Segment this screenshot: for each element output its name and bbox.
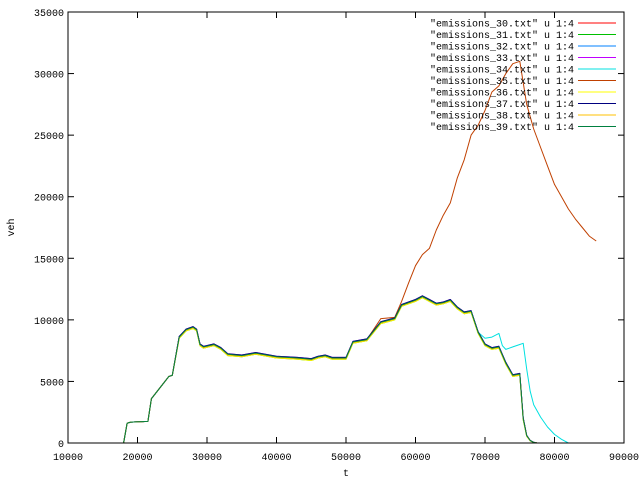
- series-line-9: [123, 296, 538, 444]
- legend-label: "emissions_33.txt" u 1:4: [430, 53, 574, 65]
- x-tick-label: 10000: [53, 453, 83, 464]
- x-tick-label: 90000: [609, 453, 639, 464]
- legend-label: "emissions_30.txt" u 1:4: [430, 19, 574, 31]
- x-axis-label: t: [343, 469, 349, 480]
- series-line-1: [123, 297, 538, 444]
- legend: "emissions_30.txt" u 1:4"emissions_31.tx…: [430, 19, 616, 134]
- x-tick-label: 60000: [400, 453, 430, 464]
- legend-label: "emissions_36.txt" u 1:4: [430, 88, 574, 100]
- legend-label: "emissions_39.txt" u 1:4: [430, 122, 574, 134]
- y-tick-label: 0: [58, 440, 64, 451]
- series-line-7: [123, 295, 538, 444]
- series-line-6: [123, 297, 538, 444]
- y-axis-label: veh: [6, 218, 18, 236]
- x-tick-label: 70000: [470, 453, 500, 464]
- x-tick-label: 40000: [261, 453, 291, 464]
- plot-frame: [67, 11, 625, 444]
- y-tick-label: 10000: [34, 317, 64, 328]
- x-tick-label: 80000: [539, 453, 569, 464]
- y-tick-label: 35000: [34, 9, 64, 20]
- x-tick-label: 50000: [331, 453, 361, 464]
- legend-label: "emissions_31.txt" u 1:4: [430, 30, 574, 42]
- legend-label: "emissions_32.txt" u 1:4: [430, 42, 574, 54]
- series-line-0: [123, 296, 538, 444]
- series-line-8: [123, 296, 538, 444]
- series-lines: [123, 60, 597, 444]
- series-line-2: [123, 296, 538, 444]
- y-tick-label: 30000: [34, 71, 64, 82]
- y-tick-label: 15000: [34, 255, 64, 266]
- series-line-3: [123, 295, 538, 444]
- y-tick-label: 20000: [34, 194, 64, 205]
- y-tick-label: 25000: [34, 132, 64, 143]
- y-tick-label: 5000: [40, 378, 64, 389]
- x-tick-label: 20000: [122, 453, 152, 464]
- series-line-4: [123, 296, 569, 444]
- legend-label: "emissions_34.txt" u 1:4: [430, 65, 574, 77]
- legend-label: "emissions_38.txt" u 1:4: [430, 111, 574, 123]
- x-tick-label: 30000: [192, 453, 222, 464]
- legend-label: "emissions_35.txt" u 1:4: [430, 76, 574, 88]
- legend-label: "emissions_37.txt" u 1:4: [430, 99, 574, 111]
